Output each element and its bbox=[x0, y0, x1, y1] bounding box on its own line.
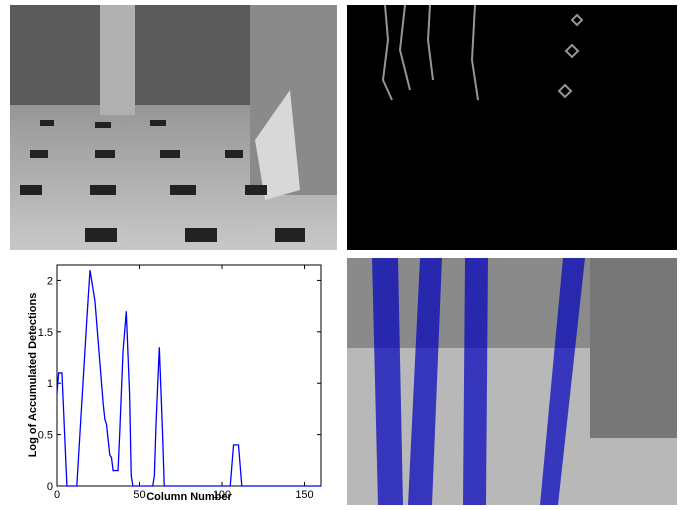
y-tick-label: 1.5 bbox=[38, 327, 53, 339]
photo-original bbox=[10, 5, 337, 250]
x-tick-label: 150 bbox=[295, 489, 313, 501]
x-tick-label: 100 bbox=[213, 489, 231, 501]
y-tick-label: 0.5 bbox=[38, 430, 53, 442]
x-tick-label: 0 bbox=[54, 489, 60, 501]
y-tick-label: 2 bbox=[47, 275, 53, 287]
photo-edges bbox=[347, 5, 677, 250]
line-chart: Column Number Log of Accumulated Detecti… bbox=[27, 265, 321, 503]
y-tick-label: 0 bbox=[47, 481, 53, 493]
x-tick-label: 50 bbox=[133, 489, 145, 501]
photo-overlay bbox=[347, 258, 677, 505]
plot-frame bbox=[57, 265, 321, 486]
figure: Column Number Log of Accumulated Detecti… bbox=[0, 0, 687, 505]
y-tick-label: 1 bbox=[47, 378, 53, 390]
